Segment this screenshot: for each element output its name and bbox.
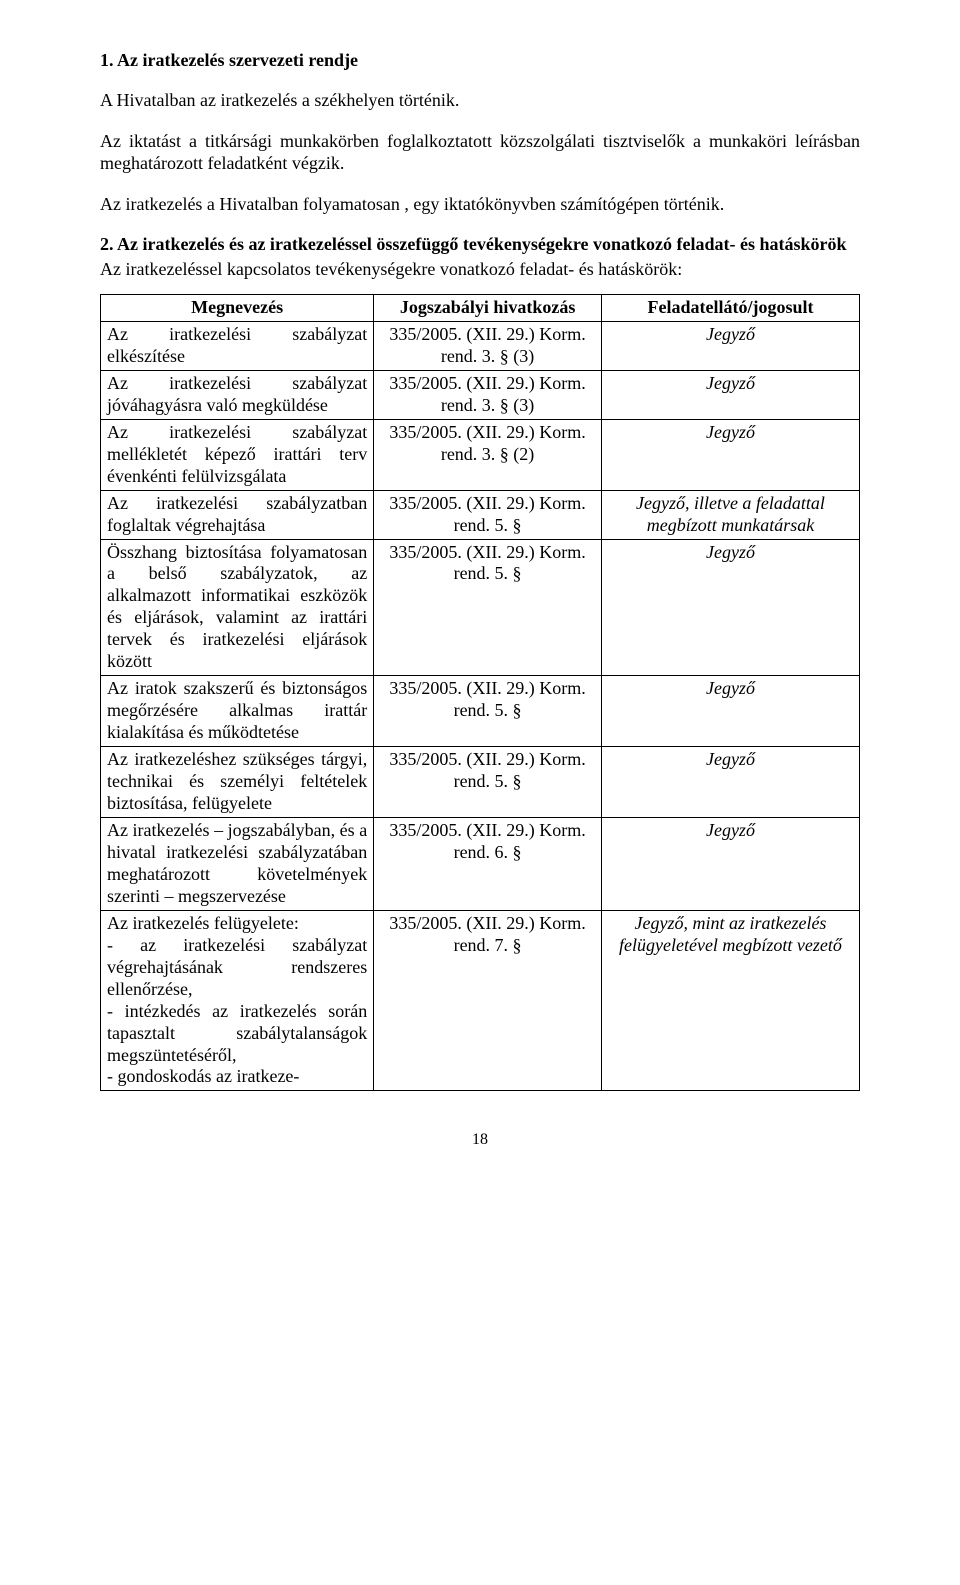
cell-resp: Jegyző, mint az iratkezelés felügyeletév… bbox=[601, 910, 859, 1091]
cell-resp: Jegyző bbox=[601, 676, 859, 747]
table-row: Az iratkezelési szabályzat jóváhagyásra … bbox=[101, 370, 860, 419]
table-row: Az iratkezelési szabályzat elkészítése 3… bbox=[101, 321, 860, 370]
cell-ref: 335/2005. (XII. 29.) Korm. rend. 3. § (2… bbox=[374, 419, 602, 490]
page: 1. Az iratkezelés szervezeti rendje A Hi… bbox=[0, 0, 960, 1189]
cell-resp: Jegyző bbox=[601, 817, 859, 910]
cell-ref: 335/2005. (XII. 29.) Korm. rend. 5. § bbox=[374, 747, 602, 818]
cell-ref: 335/2005. (XII. 29.) Korm. rend. 3. § (3… bbox=[374, 370, 602, 419]
table-header-row: Megnevezés Jogszabályi hivatkozás Felada… bbox=[101, 295, 860, 322]
cell-resp: Jegyző bbox=[601, 539, 859, 676]
cell-ref: 335/2005. (XII. 29.) Korm. rend. 5. § bbox=[374, 490, 602, 539]
table-row: Az iratok szakszerű és biztonságos megőr… bbox=[101, 676, 860, 747]
heading-1: 1. Az iratkezelés szervezeti rendje bbox=[100, 50, 860, 71]
cell-ref: 335/2005. (XII. 29.) Korm. rend. 5. § bbox=[374, 539, 602, 676]
table-row: Összhang biztosítása folyamatosan a bels… bbox=[101, 539, 860, 676]
cell-name: Az iratkezelési szabályzat elkészítése bbox=[101, 321, 374, 370]
cell-resp: Jegyző bbox=[601, 419, 859, 490]
cell-name: Az iratkezelés felügyelete: - az iratkez… bbox=[101, 910, 374, 1091]
cell-name: Az iratkezeléshez szükséges tárgyi, tech… bbox=[101, 747, 374, 818]
cell-name: Az iratkezelési szabályzat mellékletét k… bbox=[101, 419, 374, 490]
cell-ref: 335/2005. (XII. 29.) Korm. rend. 5. § bbox=[374, 676, 602, 747]
cell-ref: 335/2005. (XII. 29.) Korm. rend. 7. § bbox=[374, 910, 602, 1091]
col-header-resp: Feladatellátó/jogosult bbox=[601, 295, 859, 322]
cell-name: Az iratkezelési szabályzat jóváhagyásra … bbox=[101, 370, 374, 419]
cell-resp: Jegyző bbox=[601, 370, 859, 419]
table-row: Az iratkezelés – jogszabályban, és a hiv… bbox=[101, 817, 860, 910]
rules-table: Megnevezés Jogszabályi hivatkozás Felada… bbox=[100, 294, 860, 1091]
paragraph-2: Az iktatást a titkársági munkakörben fog… bbox=[100, 130, 860, 175]
page-number: 18 bbox=[100, 1131, 860, 1149]
heading-2-subtext: Az iratkezeléssel kapcsolatos tevékenysé… bbox=[100, 258, 860, 281]
table-row: Az iratkezelési szabályzat mellékletét k… bbox=[101, 419, 860, 490]
cell-name: Összhang biztosítása folyamatosan a bels… bbox=[101, 539, 374, 676]
col-header-ref: Jogszabályi hivatkozás bbox=[374, 295, 602, 322]
col-header-name: Megnevezés bbox=[101, 295, 374, 322]
cell-name: Az iratok szakszerű és biztonságos megőr… bbox=[101, 676, 374, 747]
heading-2: 2. Az iratkezelés és az iratkezeléssel ö… bbox=[100, 233, 860, 256]
cell-resp: Jegyző, illetve a feladattal megbízott m… bbox=[601, 490, 859, 539]
cell-name: Az iratkezelés – jogszabályban, és a hiv… bbox=[101, 817, 374, 910]
cell-name: Az iratkezelési szabályzatban foglaltak … bbox=[101, 490, 374, 539]
table-row: Az iratkezelés felügyelete: - az iratkez… bbox=[101, 910, 860, 1091]
paragraph-1: A Hivatalban az iratkezelés a székhelyen… bbox=[100, 89, 860, 112]
cell-resp: Jegyző bbox=[601, 321, 859, 370]
cell-ref: 335/2005. (XII. 29.) Korm. rend. 3. § (3… bbox=[374, 321, 602, 370]
cell-ref: 335/2005. (XII. 29.) Korm. rend. 6. § bbox=[374, 817, 602, 910]
paragraph-3: Az iratkezelés a Hivatalban folyamatosan… bbox=[100, 193, 860, 216]
cell-resp: Jegyző bbox=[601, 747, 859, 818]
table-row: Az iratkezeléshez szükséges tárgyi, tech… bbox=[101, 747, 860, 818]
table-row: Az iratkezelési szabályzatban foglaltak … bbox=[101, 490, 860, 539]
